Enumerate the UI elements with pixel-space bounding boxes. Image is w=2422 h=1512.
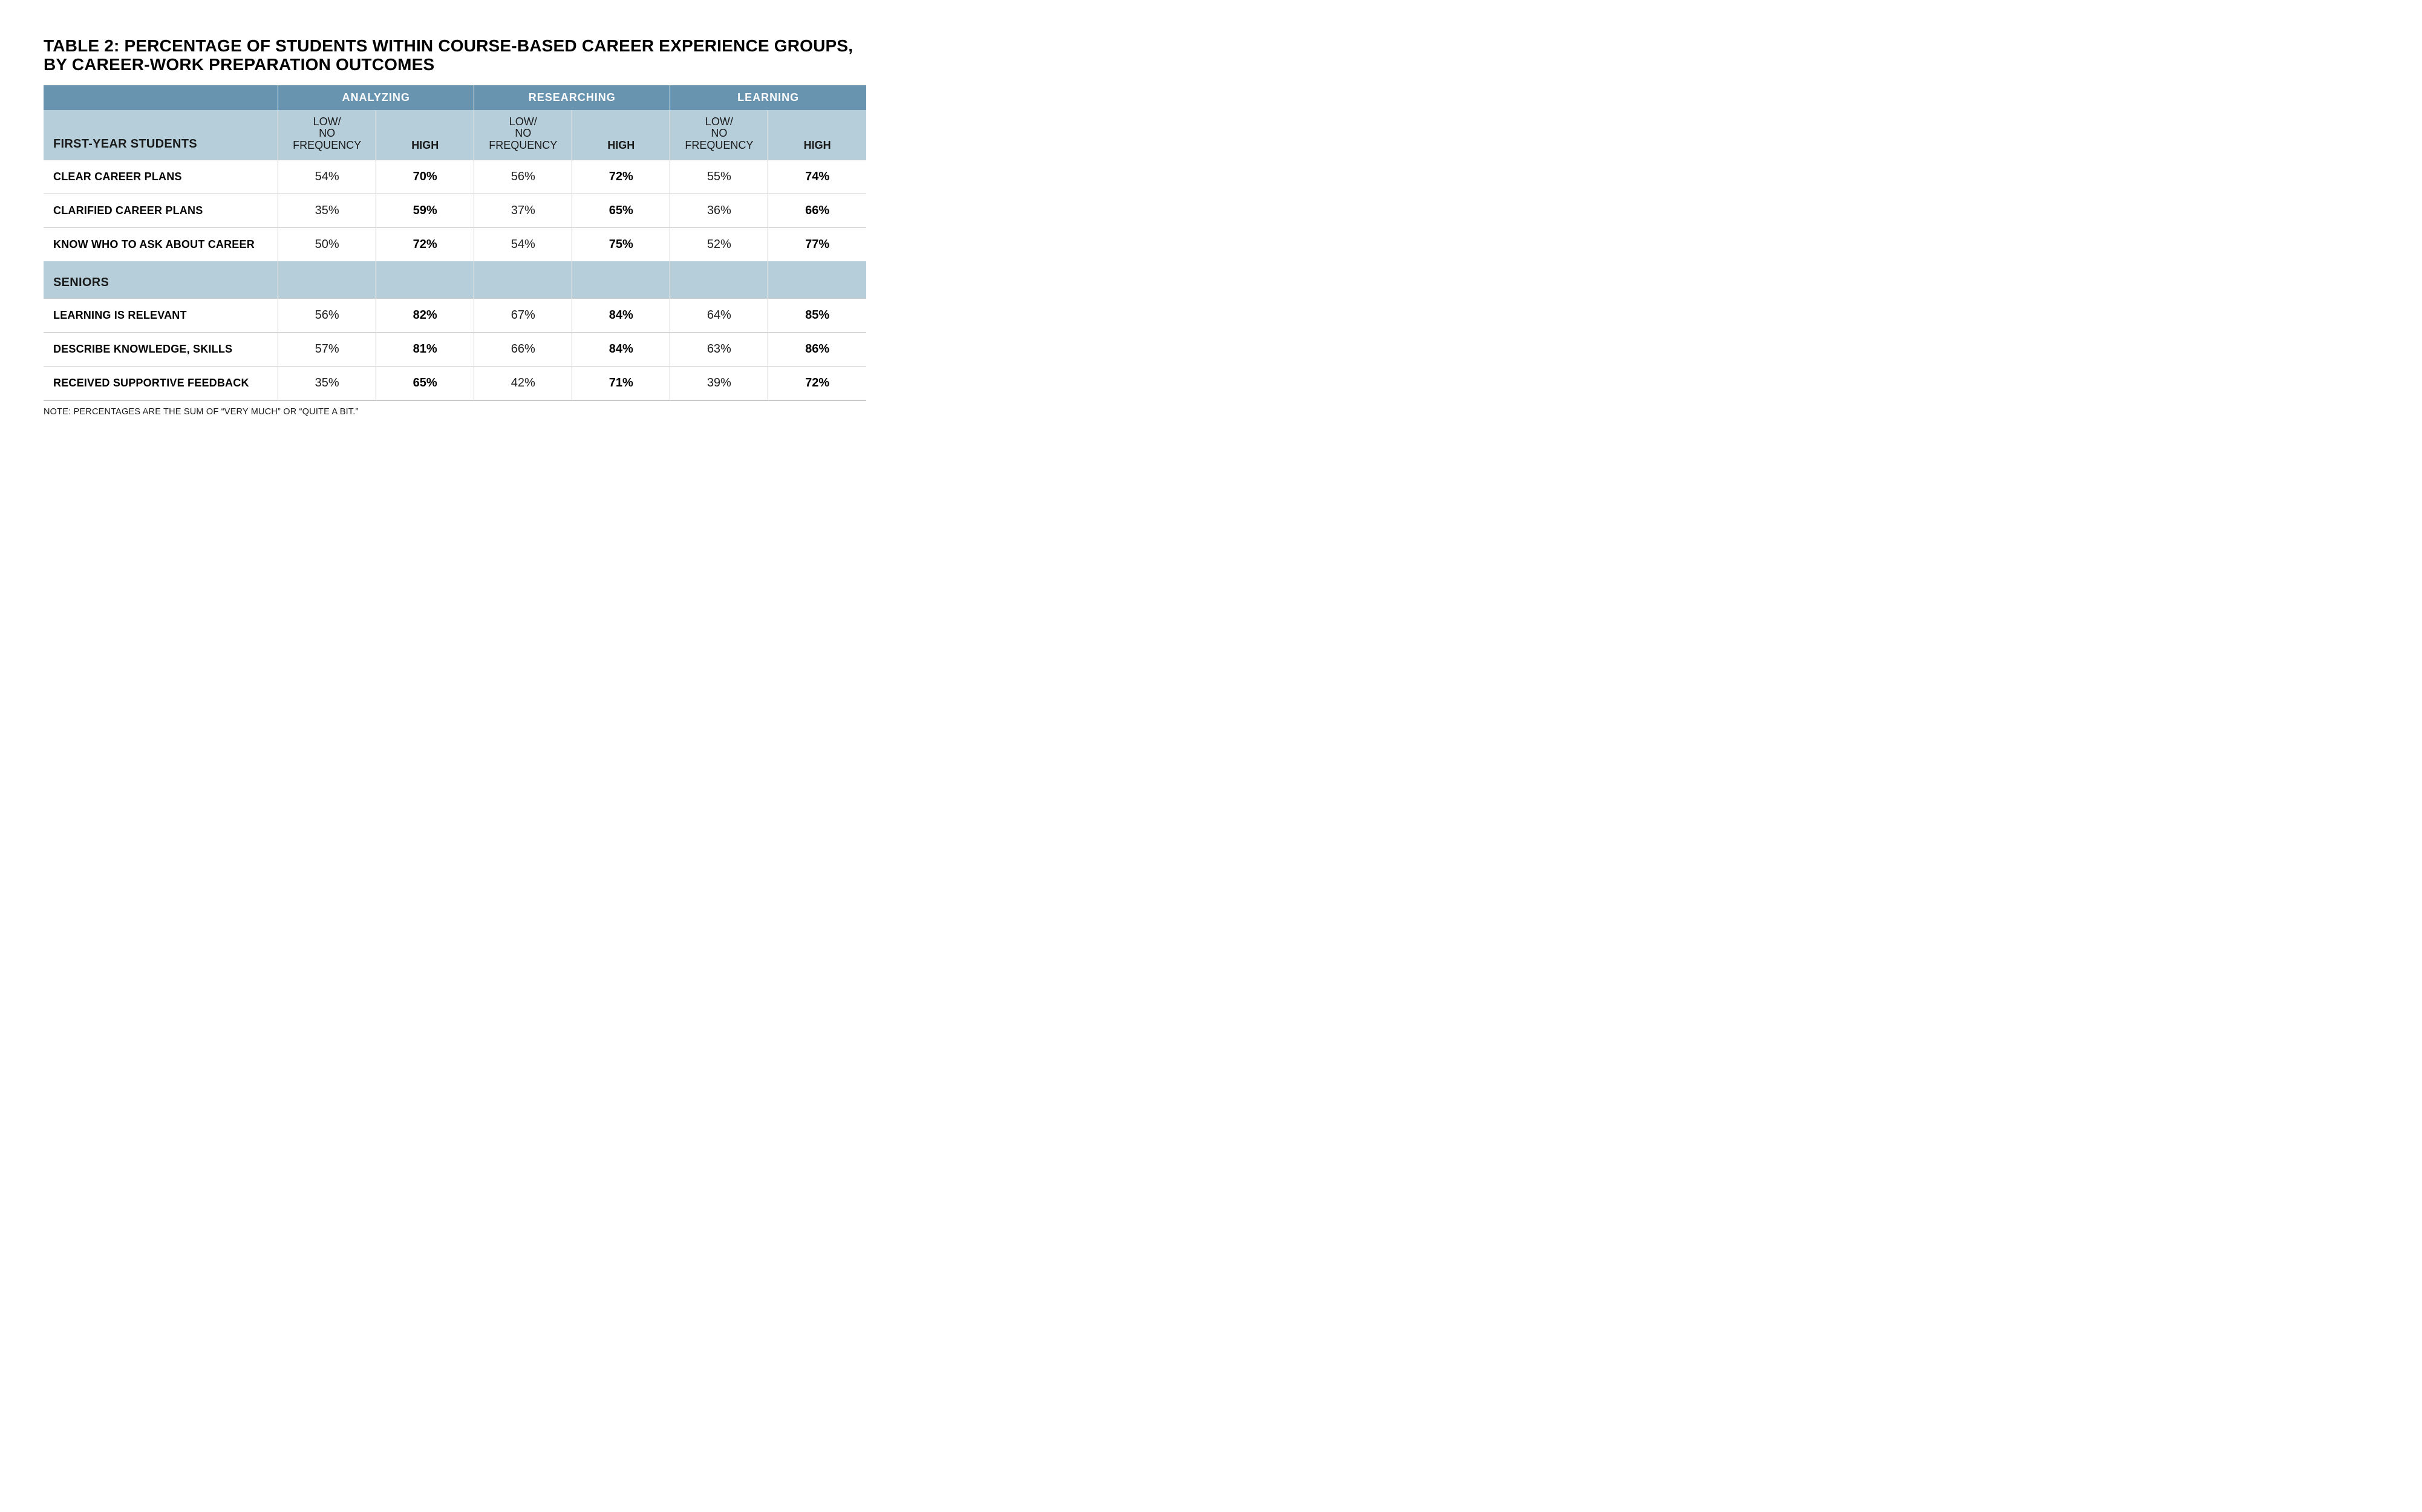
cell-value: 72% — [376, 228, 474, 262]
table-row: RECEIVED SUPPORTIVE FEEDBACK 35% 65% 42%… — [44, 367, 866, 400]
cell-value: 67% — [474, 299, 572, 333]
column-group-header-row: ANALYZING RESEARCHING LEARNING — [44, 85, 866, 110]
cell-value: 66% — [474, 333, 572, 367]
cell-value: 55% — [670, 160, 768, 194]
career-outcomes-table: ANALYZING RESEARCHING LEARNING FIRST-YEA… — [44, 85, 866, 400]
cell-value: 39% — [670, 367, 768, 400]
col-label-high-1: HIGH — [376, 110, 474, 160]
cell-value: 86% — [768, 333, 866, 367]
cell-value: 36% — [670, 194, 768, 228]
col-label-low-1: LOW/NOFREQUENCY — [278, 110, 376, 160]
section-bar-blank — [474, 261, 572, 299]
cell-value: 35% — [278, 367, 376, 400]
title-line-1: TABLE 2: PERCENTAGE OF STUDENTS WITHIN C… — [44, 36, 853, 55]
cell-value: 56% — [278, 299, 376, 333]
cell-value: 37% — [474, 194, 572, 228]
header-blank — [44, 85, 278, 110]
cell-value: 72% — [572, 160, 670, 194]
cell-value: 52% — [670, 228, 768, 262]
row-label: KNOW WHO TO ASK ABOUT CAREER — [44, 228, 278, 262]
cell-value: 71% — [572, 367, 670, 400]
cell-value: 66% — [768, 194, 866, 228]
col-label-high-2: HIGH — [572, 110, 670, 160]
col-label-low-2: LOW/NOFREQUENCY — [474, 110, 572, 160]
cell-value: 59% — [376, 194, 474, 228]
cell-value: 82% — [376, 299, 474, 333]
row-label: LEARNING IS RELEVANT — [44, 299, 278, 333]
column-group-analyzing: ANALYZING — [278, 85, 474, 110]
row-label: RECEIVED SUPPORTIVE FEEDBACK — [44, 367, 278, 400]
col-label-low-3: LOW/NOFREQUENCY — [670, 110, 768, 160]
table-title: TABLE 2: PERCENTAGE OF STUDENTS WITHIN C… — [44, 36, 866, 74]
section-bar-blank — [670, 261, 768, 299]
section-bar-blank — [768, 261, 866, 299]
title-line-2: BY CAREER-WORK PREPARATION OUTCOMES — [44, 55, 434, 74]
row-label: CLARIFIED CAREER PLANS — [44, 194, 278, 228]
row-label: CLEAR CAREER PLANS — [44, 160, 278, 194]
bottom-rule — [44, 400, 866, 401]
cell-value: 74% — [768, 160, 866, 194]
cell-value: 56% — [474, 160, 572, 194]
cell-value: 35% — [278, 194, 376, 228]
row-label: DESCRIBE KNOWLEDGE, SKILLS — [44, 333, 278, 367]
cell-value: 63% — [670, 333, 768, 367]
cell-value: 84% — [572, 333, 670, 367]
cell-value: 84% — [572, 299, 670, 333]
cell-value: 70% — [376, 160, 474, 194]
cell-value: 65% — [376, 367, 474, 400]
table-row: DESCRIBE KNOWLEDGE, SKILLS 57% 81% 66% 8… — [44, 333, 866, 367]
section-label-seniors: SENIORS — [44, 261, 278, 299]
column-group-researching: RESEARCHING — [474, 85, 670, 110]
cell-value: 57% — [278, 333, 376, 367]
section-bar-blank — [278, 261, 376, 299]
cell-value: 42% — [474, 367, 572, 400]
table-row: CLARIFIED CAREER PLANS 35% 59% 37% 65% 3… — [44, 194, 866, 228]
section-bar-seniors: SENIORS — [44, 261, 866, 299]
cell-value: 54% — [278, 160, 376, 194]
section-label-first-year: FIRST-YEAR STUDENTS — [44, 110, 278, 160]
cell-value: 50% — [278, 228, 376, 262]
cell-value: 81% — [376, 333, 474, 367]
table-figure: TABLE 2: PERCENTAGE OF STUDENTS WITHIN C… — [44, 36, 866, 417]
cell-value: 75% — [572, 228, 670, 262]
col-label-high-3: HIGH — [768, 110, 866, 160]
cell-value: 64% — [670, 299, 768, 333]
cell-value: 65% — [572, 194, 670, 228]
table-row: CLEAR CAREER PLANS 54% 70% 56% 72% 55% 7… — [44, 160, 866, 194]
section-bar-blank — [572, 261, 670, 299]
sub-header-first-year: FIRST-YEAR STUDENTS LOW/NOFREQUENCY HIGH… — [44, 110, 866, 160]
cell-value: 85% — [768, 299, 866, 333]
table-row: LEARNING IS RELEVANT 56% 82% 67% 84% 64%… — [44, 299, 866, 333]
table-note: NOTE: PERCENTAGES ARE THE SUM OF “VERY M… — [44, 407, 866, 417]
cell-value: 72% — [768, 367, 866, 400]
column-group-learning: LEARNING — [670, 85, 866, 110]
table-row: KNOW WHO TO ASK ABOUT CAREER 50% 72% 54%… — [44, 228, 866, 262]
cell-value: 77% — [768, 228, 866, 262]
cell-value: 54% — [474, 228, 572, 262]
section-bar-blank — [376, 261, 474, 299]
